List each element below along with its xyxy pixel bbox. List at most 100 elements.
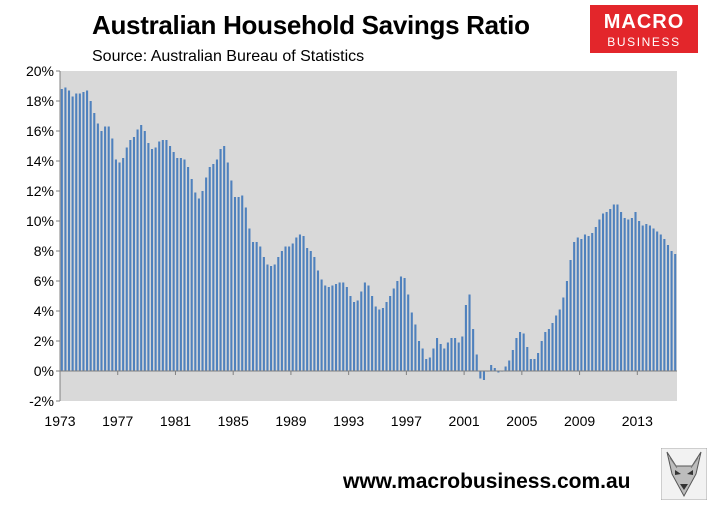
y-tick-label: 8% — [34, 243, 54, 259]
bar — [414, 324, 417, 371]
bar — [396, 281, 399, 371]
bar — [601, 213, 605, 371]
x-tick-label: 1973 — [44, 413, 75, 429]
y-tick-label: 2% — [34, 333, 54, 349]
logo-line-2: BUSINESS — [607, 35, 681, 49]
bar — [147, 143, 150, 371]
bar — [609, 209, 612, 371]
bar — [356, 300, 359, 371]
bar — [479, 371, 482, 379]
bar — [641, 225, 644, 371]
bar — [320, 279, 323, 371]
bar — [381, 308, 384, 371]
bar — [360, 291, 363, 371]
bar — [331, 285, 334, 371]
bar — [226, 162, 229, 371]
footer-url: www.macrobusiness.com.au — [343, 470, 631, 493]
bar — [122, 158, 125, 371]
bar — [309, 251, 312, 371]
bar — [219, 149, 222, 371]
x-tick-label: 2013 — [622, 413, 653, 429]
bar — [212, 164, 215, 371]
bar — [385, 302, 388, 371]
bar — [378, 309, 381, 371]
bar — [327, 287, 330, 371]
bar — [277, 257, 280, 371]
bar — [179, 158, 182, 371]
bar — [436, 338, 439, 371]
y-tick-label: 10% — [26, 213, 54, 229]
bar — [172, 152, 175, 371]
bar — [587, 236, 590, 371]
bar — [392, 288, 395, 371]
macro-business-logo: MACRO BUSINESS — [590, 5, 698, 53]
bar — [591, 233, 594, 371]
x-tick-label: 1977 — [102, 413, 133, 429]
bar — [338, 282, 341, 371]
bar — [425, 359, 428, 371]
bar — [526, 347, 529, 371]
y-tick-label: 18% — [26, 93, 54, 109]
bar — [403, 278, 406, 371]
x-tick-label: 2005 — [506, 413, 537, 429]
bar — [169, 146, 172, 371]
bar — [241, 195, 244, 371]
bar — [674, 254, 677, 371]
bar — [230, 180, 233, 371]
bar — [298, 234, 301, 371]
bar — [627, 219, 630, 371]
bar — [482, 371, 486, 380]
bar — [201, 191, 204, 371]
bar — [75, 93, 78, 371]
bar — [150, 149, 154, 371]
bar — [558, 309, 561, 371]
bar — [490, 365, 493, 371]
bar — [457, 342, 460, 371]
bar — [237, 197, 240, 371]
bar — [67, 90, 71, 371]
y-tick-label: 16% — [26, 123, 54, 139]
bar — [111, 138, 114, 371]
bar — [334, 284, 338, 371]
bar — [324, 285, 327, 371]
bar — [86, 90, 89, 371]
bar — [194, 192, 197, 371]
bar — [183, 159, 186, 371]
bar — [504, 366, 507, 371]
bar — [417, 341, 421, 371]
bar — [104, 126, 107, 371]
bar — [666, 245, 670, 371]
bar — [114, 159, 117, 371]
bar — [140, 125, 143, 371]
bar — [555, 315, 558, 371]
bar — [345, 287, 348, 371]
bar — [71, 96, 74, 371]
bar — [407, 294, 410, 371]
bar — [580, 239, 583, 371]
bar — [656, 231, 659, 371]
x-tick-label: 1997 — [391, 413, 422, 429]
y-tick-label: 20% — [26, 63, 54, 79]
bar — [573, 242, 576, 371]
bar — [176, 158, 179, 371]
bar — [313, 257, 316, 371]
bar — [410, 312, 413, 371]
bar — [78, 93, 81, 371]
bar — [663, 239, 666, 371]
logo-line-1: MACRO — [603, 11, 685, 33]
bar — [508, 360, 511, 371]
bar — [399, 276, 403, 371]
bar — [363, 282, 366, 371]
bar — [529, 359, 532, 371]
wolf-mascot-icon — [661, 448, 707, 500]
bar — [569, 260, 572, 371]
x-tick-label: 2001 — [449, 413, 480, 429]
bar — [371, 296, 374, 371]
bar — [497, 371, 500, 373]
bar — [565, 281, 568, 371]
bar — [89, 101, 92, 371]
bar — [288, 246, 291, 371]
bar — [562, 297, 565, 371]
bar — [519, 332, 522, 371]
y-tick-label: 6% — [34, 273, 54, 289]
